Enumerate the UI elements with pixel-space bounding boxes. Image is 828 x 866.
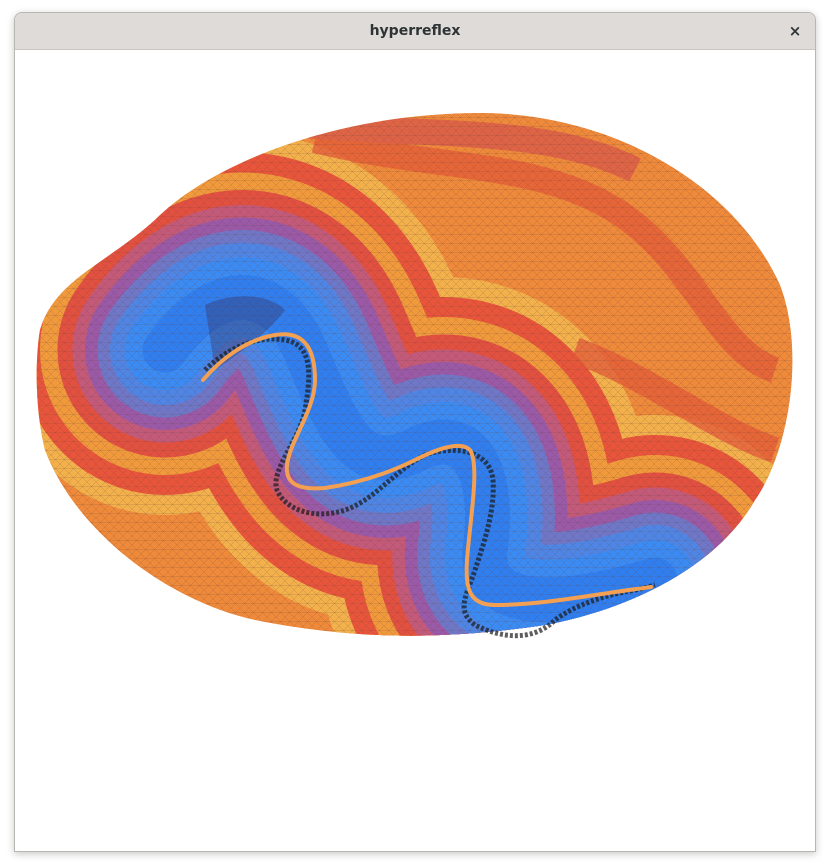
render-canvas[interactable] <box>15 50 815 851</box>
surface-plot <box>36 112 793 639</box>
surface-mesh <box>36 112 793 636</box>
close-icon: × <box>788 22 802 40</box>
title-bar[interactable]: hyperreflex × <box>15 13 815 50</box>
window-title: hyperreflex <box>369 23 461 39</box>
close-button[interactable]: × <box>783 19 807 43</box>
app-window: hyperreflex × <box>14 12 816 852</box>
smooth-trajectory <box>201 332 653 607</box>
